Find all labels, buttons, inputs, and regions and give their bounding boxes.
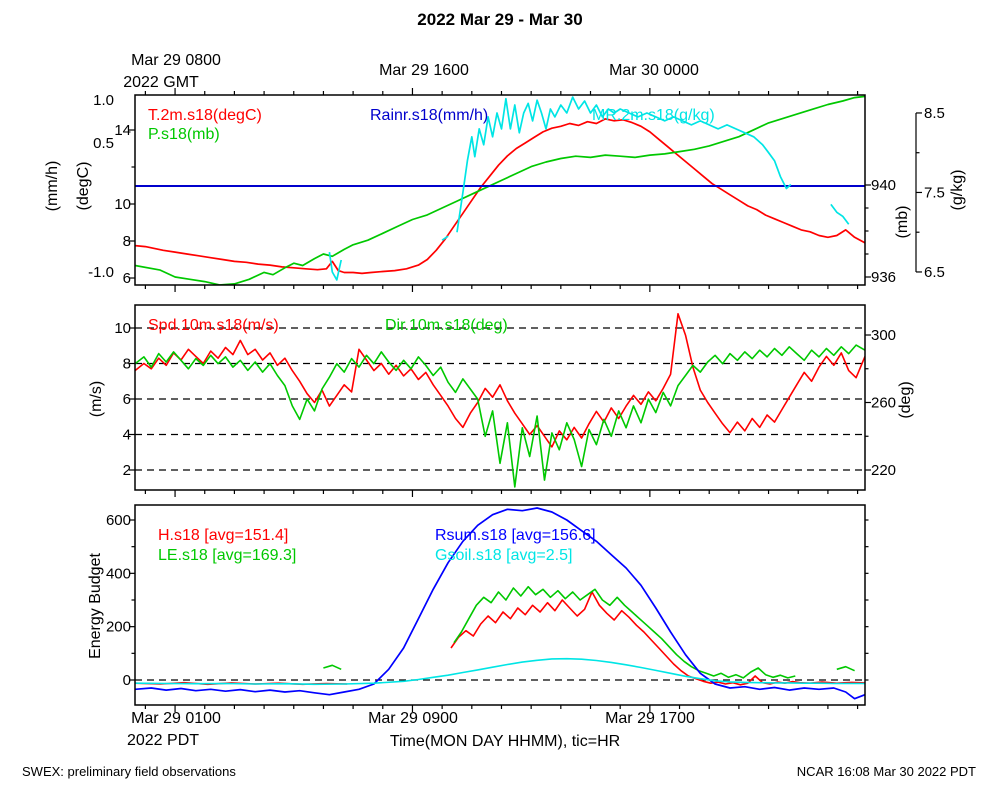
legend-mixing-ratio: MR.2m.s18(g/kg): [592, 107, 715, 124]
tick-label: 0: [123, 672, 131, 689]
series-Ps: [135, 95, 865, 285]
tick-label: 4: [123, 426, 131, 443]
axis-title-degc: (degC): [75, 161, 92, 211]
legend-wind-speed: Spd.10m.s18(m/s): [148, 317, 279, 334]
series-line: [836, 665, 855, 672]
axis-title-rain: (mm/h): [44, 160, 61, 212]
bottom-axis-label-1b: 2022 PDT: [126, 732, 200, 749]
axis-title-gkg: (g/kg): [949, 169, 966, 211]
legend-sensible-heat: H.s18 [avg=151.4]: [158, 527, 289, 544]
series-Spd10m: [135, 312, 865, 448]
axis-title-deg: (deg): [897, 381, 914, 419]
series-LE: [323, 585, 855, 679]
tick-label: -1.0: [88, 264, 114, 281]
top-axis-label-3: Mar 30 0000: [609, 62, 699, 79]
series-line: [453, 585, 796, 679]
series-line: [441, 235, 449, 241]
tick-label: 6: [123, 270, 131, 287]
tick-label: 300: [871, 327, 896, 344]
tick-label: 2: [123, 462, 131, 479]
tick-label: 600: [106, 512, 131, 529]
series-line: [135, 657, 865, 686]
series-T2m: [135, 118, 865, 275]
legend-pressure: P.s18(mb): [148, 126, 220, 143]
tick-label: 1.0: [93, 92, 114, 109]
series-line: [135, 507, 865, 700]
series-line: [323, 664, 342, 671]
bottom-axis-label-1: Mar 29 0100: [131, 710, 221, 727]
series-line: [135, 95, 865, 285]
tick-label: 14: [114, 122, 131, 139]
page-title: 2022 Mar 29 - Mar 30: [417, 10, 583, 29]
tick-label: 8: [123, 356, 131, 373]
axis-title-energy: Energy Budget: [87, 553, 104, 659]
series-Rsum: [135, 507, 865, 700]
tick-label: 6: [123, 391, 131, 408]
legend-rainrate: Rainr.s18(mm/h): [370, 107, 489, 124]
tick-label: 10: [114, 196, 131, 213]
series-Gsoil: [135, 657, 865, 686]
series-line: [456, 96, 792, 233]
tick-label: 8.5: [924, 105, 945, 122]
axis-title-ms: (m/s): [88, 380, 105, 418]
series-line: [328, 251, 343, 281]
tick-label: 400: [106, 565, 131, 582]
tick-label: 6.5: [924, 264, 945, 281]
panel-border-1: [134, 304, 866, 491]
tick-label: 220: [871, 462, 896, 479]
legend-temperature: T.2m.s18(degC): [148, 107, 262, 124]
legend-soil-flux: Gsoil.s18 [avg=2.5]: [435, 547, 573, 564]
series-MR2m: [328, 96, 850, 281]
series-line: [135, 312, 865, 448]
panel-border-0: [134, 94, 866, 286]
legend-latent-heat: LE.s18 [avg=169.3]: [158, 547, 297, 564]
tick-label: 8: [123, 233, 131, 250]
panel-border-2: [134, 504, 866, 706]
legend-radiation-sum: Rsum.s18 [avg=156.6]: [435, 527, 596, 544]
series-line: [135, 344, 865, 488]
x-axis-title: Time(MON DAY HHMM), tic=HR: [389, 733, 621, 750]
top-axis-label-2: Mar 29 1600: [379, 62, 469, 79]
series-H: [135, 591, 865, 686]
footer-left: SWEX: preliminary field observations: [22, 764, 236, 779]
top-axis-label-1: Mar 29 0800: [131, 52, 221, 69]
tick-label: 260: [871, 395, 896, 412]
tick-label: 936: [871, 269, 896, 286]
tick-label: 10: [114, 320, 131, 337]
series-line: [830, 203, 850, 225]
legend-wind-direction: Dir.10m.s18(deg): [385, 317, 508, 334]
tick-label: 940: [871, 177, 896, 194]
axis-title-mb: (mb): [894, 205, 911, 239]
tick-label: 200: [106, 619, 131, 636]
series-Dir10m: [135, 344, 865, 488]
footer-right: NCAR 16:08 Mar 30 2022 PDT: [796, 764, 976, 779]
bottom-axis-label-2: Mar 29 0900: [368, 710, 458, 727]
tick-label: 0.5: [93, 135, 114, 152]
bottom-axis-label-3: Mar 29 1700: [605, 710, 695, 727]
tick-label: 7.5: [924, 184, 945, 201]
series-line: [135, 118, 865, 275]
top-axis-label-1b: 2022 GMT: [123, 74, 199, 91]
